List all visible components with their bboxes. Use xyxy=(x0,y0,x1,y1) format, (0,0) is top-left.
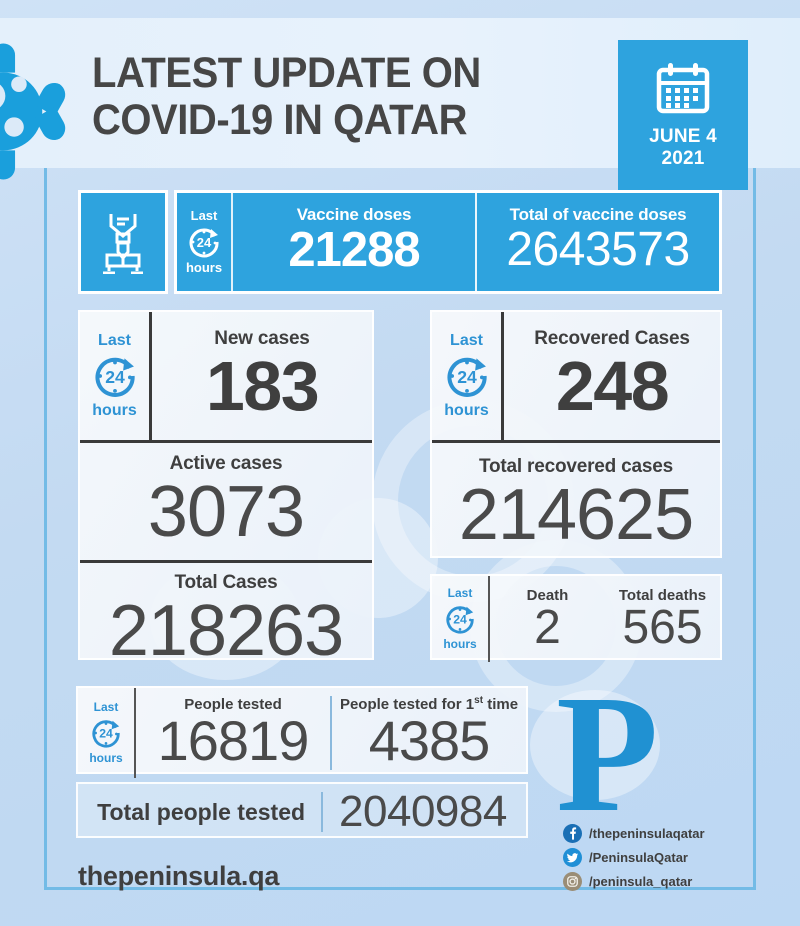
svg-text:24: 24 xyxy=(457,367,477,387)
last-24-hours-badge: Last 24 hours xyxy=(80,312,152,440)
deaths-panel: Last 24 hours Death 2 Total deaths 565 xyxy=(430,574,722,662)
total-deaths-value: 565 xyxy=(622,600,703,654)
calendar-icon xyxy=(656,63,710,114)
vaccine-doses-cell: Vaccine doses 21288 xyxy=(233,193,475,291)
last-label: Last xyxy=(93,700,119,714)
cases-panel: Last 24 hours New cases 183 Active cases… xyxy=(78,310,374,668)
people-tested-value: 16819 xyxy=(157,708,310,772)
recovered-cases-body: Recovered Cases 248 xyxy=(504,312,720,440)
instagram-icon xyxy=(563,872,582,891)
clock-24-icon: 24 xyxy=(446,357,487,397)
syringe-icon xyxy=(103,214,143,274)
last-label: Last xyxy=(190,208,218,223)
date-badge: JUNE 4 2021 xyxy=(618,40,748,190)
hours-label: hours xyxy=(443,637,477,651)
total-deaths-cell: Total deaths 565 xyxy=(605,576,720,662)
vaccine-strip: Last 24 hours Vaccine doses 21288 Total … xyxy=(78,190,722,294)
death-label: Death xyxy=(526,586,569,604)
total-cases-value: 218263 xyxy=(108,591,344,671)
recovered-cases-label: Recovered Cases xyxy=(534,328,690,349)
tested-panel: Last 24 hours People tested 16819 People… xyxy=(76,686,528,778)
clock-24-icon: 24 xyxy=(92,720,120,748)
death-cell: Death 2 xyxy=(490,576,605,662)
active-cases-row: Active cases 3073 xyxy=(80,440,372,560)
active-cases-label: Active cases xyxy=(169,453,283,474)
first-time-tested-cell: People tested for 1st time 4385 xyxy=(332,688,526,778)
vaccine-doses-label: Vaccine doses xyxy=(296,205,412,224)
recovered-cases-row: Last 24 hours Recovered Cases 248 xyxy=(432,312,720,440)
title-line-2: COVID-19 IN QATAR xyxy=(92,96,467,144)
first-time-tested-label: People tested for 1st time xyxy=(339,695,519,713)
total-deaths-label: Total deaths xyxy=(618,586,707,604)
date-line-1: JUNE 4 xyxy=(649,126,717,147)
total-recovered-row: Total recovered cases 214625 xyxy=(432,440,720,566)
twitter-icon xyxy=(563,848,582,867)
hours-label: hours xyxy=(185,260,223,275)
svg-text:24: 24 xyxy=(99,727,113,741)
svg-text:24: 24 xyxy=(197,235,212,250)
date-line-2: 2021 xyxy=(661,148,705,169)
twitter-handle: /PeninsulaQatar xyxy=(589,850,688,865)
last-label: Last xyxy=(447,586,473,600)
tested-row: Last 24 hours People tested 16819 People… xyxy=(78,688,526,778)
new-cases-row: Last 24 hours New cases 183 xyxy=(80,312,372,440)
total-tested-value: 2040984 xyxy=(339,787,507,836)
total-tested-panel: Total people tested 2040984 xyxy=(76,782,528,838)
peninsula-logo: P xyxy=(556,661,659,847)
last-24-hours-badge: Last 24 hours xyxy=(432,312,504,440)
divider xyxy=(321,792,324,832)
death-value: 2 xyxy=(534,600,561,654)
hours-label: hours xyxy=(444,402,489,419)
last-24-hours-badge: Last 24 hours xyxy=(177,193,233,291)
first-time-tested-value: 4385 xyxy=(368,709,491,772)
title-line-1: LATEST UPDATE ON xyxy=(92,49,481,97)
vaccine-data-box: Last 24 hours Vaccine doses 21288 Total … xyxy=(174,190,722,294)
clock-24-icon: 24 xyxy=(94,357,135,397)
last-24-hours-badge: Last 24 hours xyxy=(432,576,490,662)
new-cases-value: 183 xyxy=(205,347,320,425)
last-label: Last xyxy=(450,332,483,349)
facebook-handle: /thepeninsulaqatar xyxy=(589,826,705,841)
deaths-row: Last 24 hours Death 2 Total deaths 565 xyxy=(432,576,720,662)
total-vaccine-doses-label: Total of vaccine doses xyxy=(509,205,687,224)
social-link-instagram[interactable]: /peninsula_qatar xyxy=(563,872,705,891)
total-vaccine-doses-cell: Total of vaccine doses 2643573 xyxy=(475,193,719,291)
last-label: Last xyxy=(98,332,131,349)
instagram-handle: /peninsula_qatar xyxy=(589,874,693,889)
active-cases-value: 3073 xyxy=(147,472,305,552)
hours-label: hours xyxy=(89,751,123,765)
clock-24-icon: 24 xyxy=(446,606,474,634)
social-link-facebook[interactable]: /thepeninsulaqatar xyxy=(563,824,705,843)
syringe-icon-box xyxy=(78,190,168,294)
hours-label: hours xyxy=(92,402,137,419)
total-recovered-label: Total recovered cases xyxy=(478,456,673,477)
total-vaccine-doses-value: 2643573 xyxy=(506,223,690,276)
total-cases-label: Total Cases xyxy=(174,572,278,593)
svg-text:24: 24 xyxy=(453,613,467,627)
total-recovered-value: 214625 xyxy=(458,475,694,555)
clock-24-icon: 24 xyxy=(189,228,219,258)
content-frame xyxy=(44,168,756,890)
page-title: LATEST UPDATE ON COVID-19 IN QATAR xyxy=(92,50,602,144)
recovered-cases-value: 248 xyxy=(555,347,670,425)
svg-text:24: 24 xyxy=(105,367,125,387)
recovered-panel: Last 24 hours Recovered Cases 248 Total … xyxy=(430,310,722,558)
header-band: LATEST UPDATE ON COVID-19 IN QATAR xyxy=(0,18,800,190)
social-link-twitter[interactable]: /PeninsulaQatar xyxy=(563,848,705,867)
vaccine-doses-value: 21288 xyxy=(288,223,420,277)
people-tested-label: People tested xyxy=(184,695,282,713)
social-links: /thepeninsulaqatar /PeninsulaQatar /peni… xyxy=(563,824,705,891)
new-cases-body: New cases 183 xyxy=(152,312,372,440)
people-tested-cell: People tested 16819 xyxy=(136,688,330,778)
divider xyxy=(330,696,332,770)
total-tested-label: Total people tested xyxy=(97,798,306,825)
total-cases-row: Total Cases 218263 xyxy=(80,560,372,678)
last-24-hours-badge: Last 24 hours xyxy=(78,688,136,778)
facebook-icon xyxy=(563,824,582,843)
website-url[interactable]: thepeninsula.qa xyxy=(78,861,280,891)
new-cases-label: New cases xyxy=(214,328,310,349)
total-tested-row: Total people tested 2040984 xyxy=(78,784,526,840)
